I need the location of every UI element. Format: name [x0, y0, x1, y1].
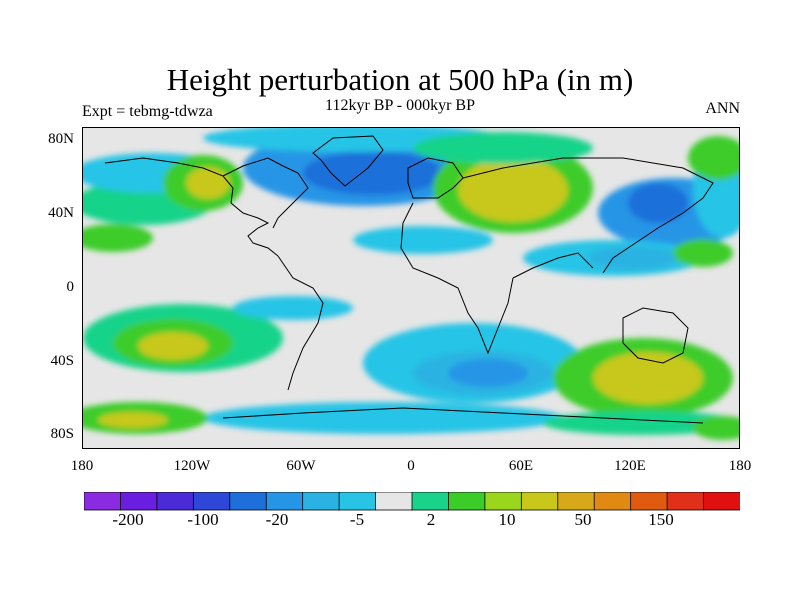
colorbar-swatch [192, 492, 231, 511]
colorbar-swatch [593, 492, 632, 511]
lon-label-60w: 60W [286, 458, 316, 474]
colorbar-swatch [703, 492, 740, 511]
lon-label-0: 0 [407, 458, 415, 474]
lon-label-180e: 180 [728, 458, 752, 474]
colorbar-swatch [411, 492, 450, 511]
lon-label-180w: 180 [70, 458, 94, 474]
colorbar-label: -200 [112, 510, 144, 529]
experiment-label: Expt = tebmg-tdwza [82, 103, 213, 120]
lat-label-0: 0 [66, 279, 75, 295]
lat-label-80n: 80N [48, 131, 74, 147]
period-label: 112kyr BP - 000kyr BP [325, 97, 475, 114]
colorbar-swatch [520, 492, 559, 511]
colorbar-swatch [630, 492, 669, 511]
colorbar-swatch [666, 492, 705, 511]
colorbar-swatch [484, 492, 523, 511]
colorbar-label: -100 [187, 510, 219, 529]
colorbar-swatch [338, 492, 377, 511]
lat-label-40s: 40S [50, 353, 74, 369]
lon-label-60e: 60E [508, 458, 534, 474]
lat-label-80s: 80S [50, 426, 74, 442]
colorbar-swatch [120, 492, 158, 511]
colorbar-swatch [84, 492, 122, 511]
colorbar-swatch [557, 492, 596, 511]
colorbar-label: 10 [498, 510, 516, 529]
lon-label-120e: 120E [614, 458, 646, 474]
colorbar-label: 150 [648, 510, 674, 529]
lat-label-40n: 40N [48, 205, 74, 221]
colorbar-swatch [448, 492, 486, 511]
lon-label-120w: 120W [173, 458, 211, 474]
colorbar-swatch [156, 492, 195, 511]
colorbar-label: 2 [426, 510, 436, 529]
map-canvas [83, 128, 739, 448]
colorbar-swatch [302, 492, 341, 511]
height-perturbation-map [82, 127, 740, 449]
field-layer [83, 128, 739, 440]
colorbar-label: -5 [349, 510, 365, 529]
coastlines [104, 135, 714, 424]
chart-title: Height perturbation at 500 hPa (in m) [166, 62, 634, 97]
season-label: ANN [705, 100, 740, 117]
colorbar-swatch [375, 492, 413, 511]
colorbar-swatch [265, 492, 304, 511]
colorbar-label: -20 [265, 510, 289, 529]
colorbar-swatch [229, 492, 268, 511]
colorbar [84, 492, 740, 511]
colorbar-label: 50 [574, 510, 592, 529]
